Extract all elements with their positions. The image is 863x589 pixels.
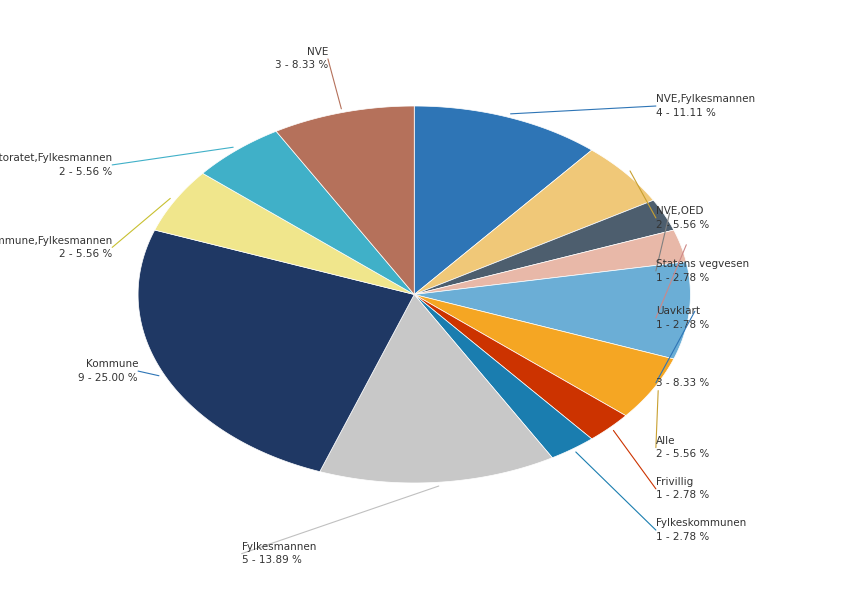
Polygon shape <box>203 131 414 294</box>
Polygon shape <box>414 230 686 294</box>
Text: Frivillig
1 - 2.78 %: Frivillig 1 - 2.78 % <box>656 477 709 501</box>
Text: Kommune
9 - 25.00 %: Kommune 9 - 25.00 % <box>79 359 138 383</box>
Polygon shape <box>276 106 414 294</box>
Polygon shape <box>414 294 674 416</box>
Polygon shape <box>414 200 674 294</box>
Text: Kommune,Fylkesmannen
2 - 5.56 %: Kommune,Fylkesmannen 2 - 5.56 % <box>0 236 112 259</box>
Text: Fylkesmannen
5 - 13.89 %: Fylkesmannen 5 - 13.89 % <box>242 542 316 565</box>
Polygon shape <box>414 294 592 458</box>
Text: Uavklart
1 - 2.78 %: Uavklart 1 - 2.78 % <box>656 306 709 330</box>
Text: 3 - 8.33 %: 3 - 8.33 % <box>656 378 709 388</box>
Text: NVE,OED
2 - 5.56 %: NVE,OED 2 - 5.56 % <box>656 206 709 230</box>
Polygon shape <box>414 262 690 359</box>
Polygon shape <box>414 106 592 294</box>
Text: NVE
3 - 8.33 %: NVE 3 - 8.33 % <box>274 47 328 71</box>
Text: NVE,Fylkesmannen
4 - 11.11 %: NVE,Fylkesmannen 4 - 11.11 % <box>656 94 755 118</box>
Text: Fylkeskommunen
1 - 2.78 %: Fylkeskommunen 1 - 2.78 % <box>656 518 746 542</box>
Text: Miljødirektoratet,Fylkesmannen
2 - 5.56 %: Miljødirektoratet,Fylkesmannen 2 - 5.56 … <box>0 153 112 177</box>
Polygon shape <box>414 294 626 439</box>
Polygon shape <box>154 173 414 294</box>
Text: Statens vegvesen
1 - 2.78 %: Statens vegvesen 1 - 2.78 % <box>656 259 749 283</box>
Polygon shape <box>320 294 552 483</box>
Polygon shape <box>414 150 653 294</box>
Polygon shape <box>138 230 414 472</box>
Text: Alle
2 - 5.56 %: Alle 2 - 5.56 % <box>656 436 709 459</box>
